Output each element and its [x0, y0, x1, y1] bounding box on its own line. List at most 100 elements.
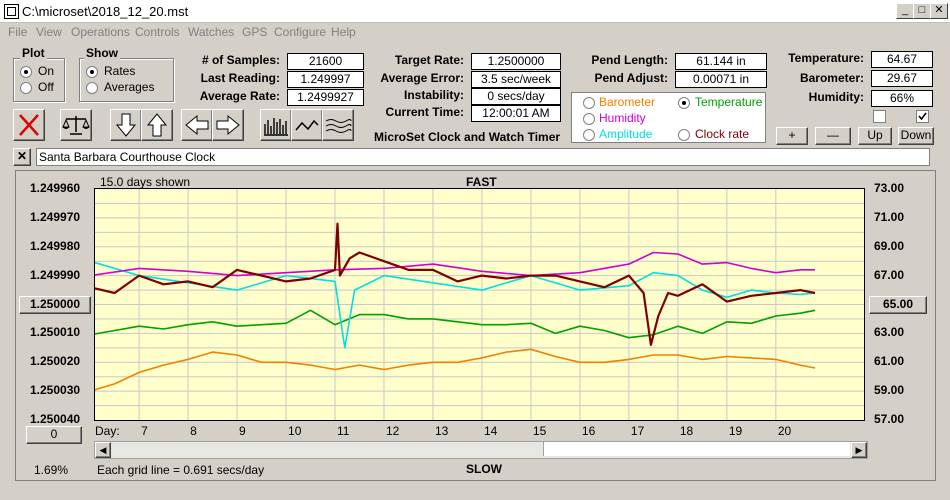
left-axis-tick: 1.250040: [30, 412, 81, 426]
temperature-radio[interactable]: [678, 97, 690, 109]
last-reading-label: Last Reading:: [200, 71, 280, 85]
samples-label: # of Samples:: [201, 53, 280, 67]
close-clock-button[interactable]: ✕: [13, 148, 31, 166]
plot-off-radio[interactable]: [20, 82, 32, 94]
instability-label: Instability:: [403, 88, 464, 102]
humidity-stat-value: 66%: [871, 90, 933, 107]
scroll-right-button[interactable]: ▶: [851, 442, 867, 458]
series-temperature: [95, 309, 816, 339]
show-averages-label[interactable]: Averages: [104, 80, 155, 94]
fast-label: FAST: [466, 175, 497, 189]
menu-controls[interactable]: Controls: [135, 25, 180, 39]
balance-button[interactable]: [60, 109, 92, 141]
offset-button[interactable]: 0: [26, 426, 82, 444]
last-reading-value: 1.249997: [287, 71, 364, 88]
bar-graph-button[interactable]: [260, 109, 292, 141]
show-rates-label[interactable]: Rates: [104, 64, 136, 78]
aux-plus-button[interactable]: +: [776, 127, 808, 145]
clockrate-radio[interactable]: [678, 129, 690, 141]
checkbox-left[interactable]: [873, 110, 886, 123]
right-axis-tick: 63.00: [874, 325, 905, 340]
aux-minus-button[interactable]: —: [815, 127, 851, 145]
arrow-left-button[interactable]: [181, 109, 213, 141]
show-group: [79, 58, 174, 102]
bar-graph-icon: [264, 118, 288, 136]
pend-adjust-value: 0.00071 in: [675, 71, 767, 88]
aux-sensor-box: [571, 92, 766, 143]
x-axis-tick: 9: [239, 424, 246, 438]
wave-graph-button[interactable]: [322, 109, 354, 141]
left-axis-tick: 1.250010: [30, 325, 81, 340]
humidity-radio[interactable]: [583, 113, 595, 125]
pend-adjust-label: Pend Adjust:: [594, 71, 668, 85]
series-clock-rate: [95, 222, 816, 346]
target-rate-value: 1.2500000: [471, 53, 561, 70]
barometer-radio[interactable]: [583, 97, 595, 109]
aux-down-button[interactable]: Down: [898, 127, 934, 145]
target-rate-label: Target Rate:: [394, 53, 464, 67]
red-x-icon: [19, 114, 39, 136]
right-axis-tick: 71.00: [874, 209, 905, 224]
menu-file[interactable]: File: [8, 25, 28, 39]
left-axis-tick: 1.249990: [30, 267, 81, 282]
right-axis-tick: 59.00: [874, 383, 905, 398]
title-bar: C:\microset\2018_12_20.mst _ □ ✕: [0, 0, 950, 23]
plot-on-label[interactable]: On: [38, 64, 55, 78]
menu-view[interactable]: View: [36, 25, 62, 39]
center-aux-button[interactable]: 65.00: [869, 296, 927, 314]
chart-plot-area[interactable]: [94, 188, 865, 421]
arrow-up-icon: [146, 113, 168, 137]
x-axis-tick: 12: [385, 424, 400, 438]
arrow-down-icon: [115, 113, 137, 137]
humidity-label[interactable]: Humidity: [599, 111, 646, 125]
line-graph-button[interactable]: [291, 109, 323, 141]
x-axis-tick: 19: [728, 424, 743, 438]
show-rates-radio[interactable]: [86, 66, 98, 78]
close-window-button[interactable]: ✕: [930, 3, 948, 19]
menu-bar: File View Operations Controls Watches GP…: [0, 22, 950, 42]
arrow-down-button[interactable]: [110, 109, 142, 141]
chart-scrollbar[interactable]: ◀ ▶: [94, 441, 868, 459]
samples-value: 21600: [287, 53, 364, 70]
barometer-stat-label: Barometer:: [799, 71, 864, 85]
app-name-label: MicroSet Clock and Watch Timer: [374, 130, 561, 144]
average-rate-label: Average Rate:: [199, 89, 280, 103]
plot-group-title: Plot: [20, 46, 47, 60]
menu-help[interactable]: Help: [331, 25, 356, 39]
scroll-thumb[interactable]: [543, 442, 850, 456]
menu-configure[interactable]: Configure: [274, 25, 327, 39]
x-axis-tick: 13: [434, 424, 449, 438]
amplitude-radio[interactable]: [583, 129, 595, 141]
barometer-label[interactable]: Barometer: [599, 95, 656, 109]
show-averages-radio[interactable]: [86, 82, 98, 94]
clock-name-field[interactable]: Santa Barbara Courthouse Clock: [36, 148, 930, 166]
menu-gps[interactable]: GPS: [242, 25, 268, 39]
temperature-label[interactable]: Temperature: [695, 95, 763, 109]
zoom-level: 1.69%: [34, 463, 69, 477]
menu-watches[interactable]: Watches: [188, 25, 235, 39]
menu-operations[interactable]: Operations: [71, 25, 130, 39]
amplitude-label[interactable]: Amplitude: [599, 127, 653, 141]
pend-length-label: Pend Length:: [591, 53, 668, 67]
clockrate-label[interactable]: Clock rate: [695, 127, 750, 141]
temperature-stat-value: 64.67: [871, 51, 933, 68]
aux-up-button[interactable]: Up: [858, 127, 892, 145]
center-rate-button[interactable]: 1.250000: [19, 296, 91, 314]
x-axis-tick: 14: [483, 424, 498, 438]
scroll-left-button[interactable]: ◀: [95, 442, 111, 458]
chart-frame: [15, 170, 936, 481]
arrow-up-button[interactable]: [141, 109, 173, 141]
arrow-right-button[interactable]: [212, 109, 244, 141]
app-icon[interactable]: [4, 4, 19, 19]
plot-on-radio[interactable]: [20, 66, 32, 78]
right-axis-tick: 67.00: [874, 267, 905, 282]
minimize-button[interactable]: _: [896, 3, 914, 19]
checkbox-right[interactable]: [916, 110, 929, 123]
maximize-button[interactable]: □: [913, 3, 931, 19]
right-axis-tick: 69.00: [874, 238, 905, 253]
x-axis-tick: 8: [190, 424, 197, 438]
slow-label: SLOW: [466, 462, 502, 476]
series-humidity: [95, 251, 815, 277]
plot-off-label[interactable]: Off: [38, 80, 54, 94]
clear-data-button[interactable]: [13, 109, 45, 141]
